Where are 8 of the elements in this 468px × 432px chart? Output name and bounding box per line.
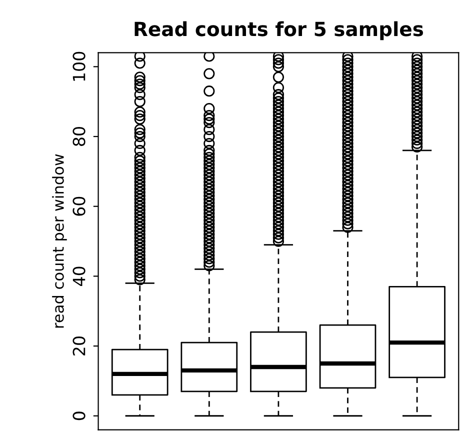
y-tick-label: 20 [72,336,86,356]
y-tick-label: 60 [72,196,86,216]
y-tick-label: 0 [72,412,86,420]
y-tick-label: 80 [72,127,86,146]
y-tick-label: 40 [72,266,86,286]
y-tick-label: 100 [72,52,86,81]
y-axis-title: read count per window [52,154,67,328]
chart-title: Read counts for 5 samples [134,21,424,40]
